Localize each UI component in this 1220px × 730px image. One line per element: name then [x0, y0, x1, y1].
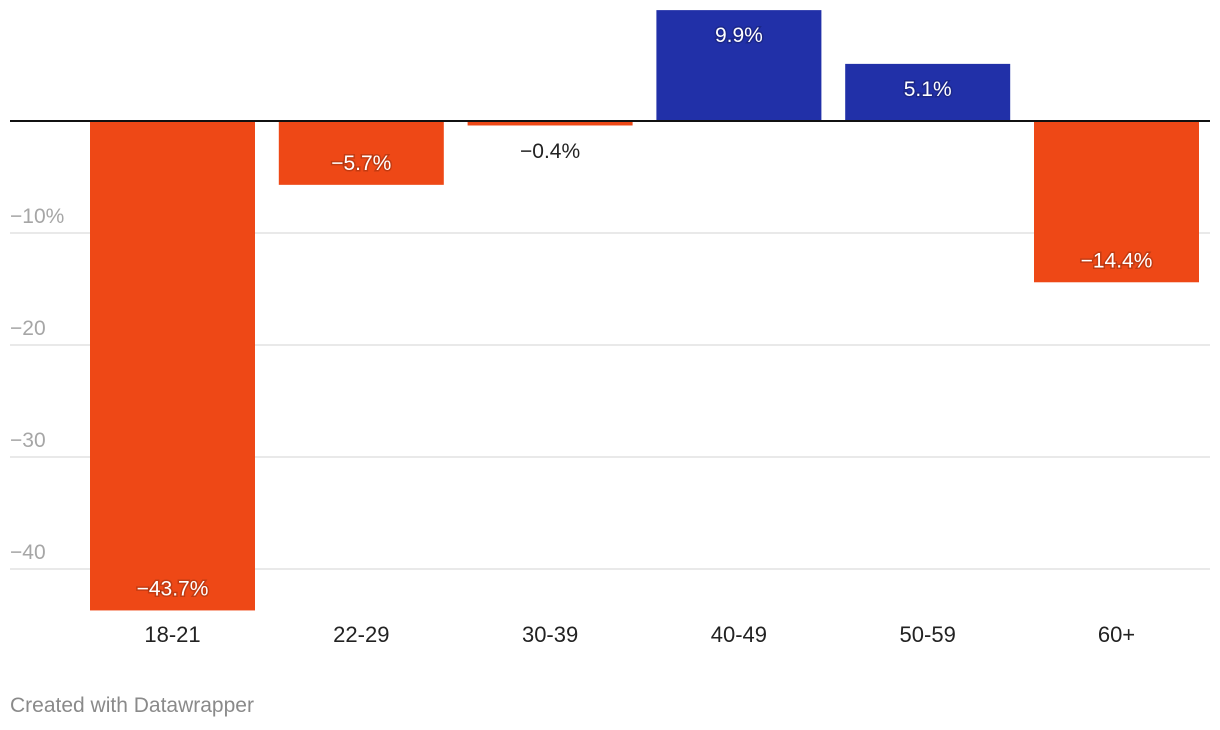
y-axis-ticks: −10% −20 −30 −40: [10, 205, 64, 564]
y-tick-label: −10%: [10, 205, 64, 228]
category-label-30-39: 30-39: [522, 622, 578, 647]
x-axis-categories: 18-21 22-29 30-39 40-49 50-59 60+: [144, 622, 1135, 647]
bar-18-21: [90, 121, 255, 611]
value-label-40-49: 9.9%: [715, 24, 763, 47]
category-label-60+: 60+: [1098, 622, 1135, 647]
value-labels: −43.7% −5.7% −0.4% 9.9% 5.1% −14.4%: [135, 23, 1154, 602]
value-label-60+: −14.4%: [1081, 249, 1153, 272]
y-tick-label: −20: [10, 317, 46, 340]
bar-60+: [1034, 121, 1199, 283]
bars: [90, 10, 1199, 611]
category-label-22-29: 22-29: [333, 622, 389, 647]
category-label-40-49: 40-49: [711, 622, 767, 647]
category-label-50-59: 50-59: [900, 622, 956, 647]
y-tick-label: −30: [10, 429, 46, 452]
datawrapper-credit: Created with Datawrapper: [10, 694, 254, 717]
bar-22-29: [278, 121, 444, 185]
y-tick-label: −40: [10, 541, 46, 564]
value-label-30-39: −0.4%: [520, 140, 580, 163]
bar-30-39: [467, 121, 633, 126]
bar-40-49: [656, 10, 822, 121]
value-label-18-21: −43.7%: [137, 577, 209, 600]
category-label-18-21: 18-21: [144, 622, 200, 647]
value-label-22-29: −5.7%: [331, 152, 391, 175]
bar-50-59: [845, 63, 1011, 121]
value-label-50-59: 5.1%: [904, 78, 952, 101]
